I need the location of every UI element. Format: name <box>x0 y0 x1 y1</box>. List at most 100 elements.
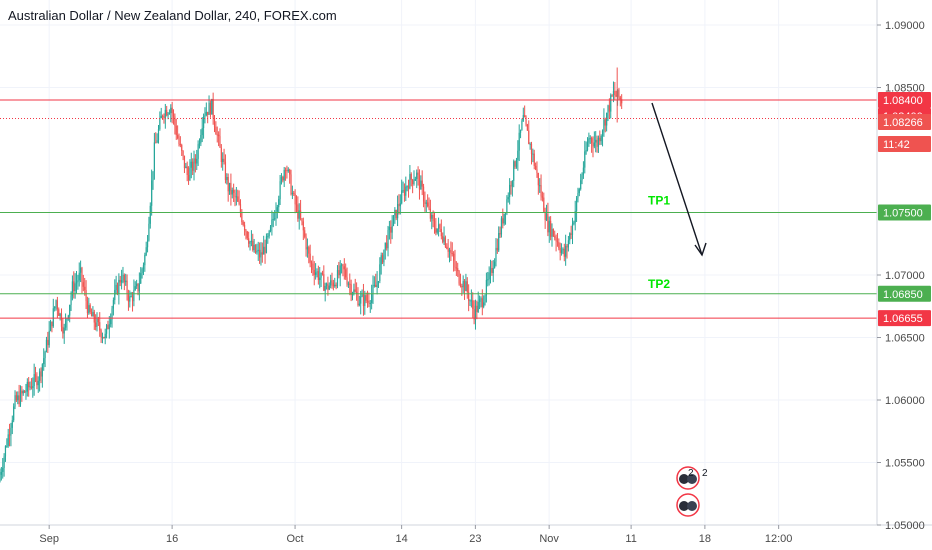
candle-body <box>468 292 470 301</box>
candle-body <box>604 119 606 126</box>
candle-body <box>424 201 426 204</box>
candle-body <box>510 184 512 187</box>
candle-body <box>142 265 145 270</box>
candle-body <box>51 321 53 327</box>
candle-body <box>52 308 54 327</box>
time-axis[interactable]: Sep 16 Oct 14 23 Nov 11 18 12:00 <box>39 525 792 545</box>
candle-body <box>451 253 453 255</box>
candle-body <box>592 142 594 147</box>
candle-body <box>295 204 298 206</box>
candle-body <box>597 137 600 147</box>
candle-body <box>305 236 307 250</box>
candle-body <box>138 283 140 292</box>
candle-body <box>498 233 500 251</box>
candle-body <box>571 224 574 235</box>
candle-body <box>271 219 273 227</box>
y-tick-label: 1.09000 <box>885 20 925 32</box>
candle-body <box>205 111 207 116</box>
candle-body <box>149 205 151 224</box>
candle-body <box>462 281 464 288</box>
candle-body <box>320 272 322 278</box>
candle-body <box>560 250 563 253</box>
candle-body <box>119 279 121 283</box>
price-tags: 1.084001.084001.0826611:421.075001.06850… <box>878 92 931 327</box>
candle-body <box>417 172 419 175</box>
candle-body <box>455 267 457 269</box>
candle-body <box>518 132 520 151</box>
candle-body <box>357 294 359 306</box>
candle-body <box>446 246 448 249</box>
arrow-shaft[interactable] <box>651 102 703 256</box>
x-tick-label: Nov <box>539 533 559 545</box>
candle-body <box>227 177 229 192</box>
candle-body <box>607 105 609 113</box>
price-axis[interactable]: 1.09000 1.08500 1.07000 1.06500 1.06000 1.055… <box>877 20 925 532</box>
candle-body <box>189 167 191 181</box>
candle-body <box>567 240 569 248</box>
candle-body <box>59 313 61 316</box>
candle-body <box>618 89 620 98</box>
candle-body <box>256 251 258 253</box>
candle-body <box>540 185 542 197</box>
candle-body <box>0 474 1 482</box>
candle-body <box>324 285 326 291</box>
candle-body <box>309 253 311 263</box>
candle-body <box>95 322 97 327</box>
candle-body <box>593 142 595 147</box>
candle-body <box>268 230 270 237</box>
candle-body <box>507 197 509 200</box>
candle-body <box>231 189 233 195</box>
candle-body <box>323 274 325 291</box>
candle-body <box>134 286 136 290</box>
candle-body <box>312 263 314 270</box>
candle-body <box>45 339 48 353</box>
candle-body <box>306 247 309 250</box>
candle-body <box>43 358 45 365</box>
candle-body <box>200 135 202 144</box>
y-tick-label: 1.05000 <box>885 520 925 532</box>
candle-body <box>610 95 612 112</box>
candle-body <box>14 395 16 407</box>
candle-body <box>90 311 93 317</box>
x-tick-label: 23 <box>469 533 481 545</box>
candle-body <box>387 230 389 249</box>
price-tag-label: 1.06850 <box>883 289 923 301</box>
candle-body <box>34 374 37 376</box>
y-tick-label: 1.08500 <box>885 83 925 95</box>
candle-body <box>340 264 343 266</box>
candle-body <box>112 300 115 309</box>
candle-body <box>148 223 150 241</box>
candle-body <box>421 180 423 187</box>
candle-body <box>234 192 236 198</box>
candle-body <box>181 144 183 151</box>
candle-body <box>114 289 116 301</box>
candle-body <box>265 236 268 253</box>
candle-body <box>8 434 11 436</box>
candle-body <box>26 381 28 392</box>
arrow-head[interactable] <box>694 242 707 257</box>
candle-body <box>198 143 201 145</box>
projection-arrow[interactable] <box>651 102 707 257</box>
candle-body <box>10 427 12 436</box>
candle-body <box>33 374 35 387</box>
candle-body <box>202 116 205 129</box>
horizontal-levels[interactable] <box>0 99 877 319</box>
candle-body <box>252 240 254 251</box>
candle-body <box>477 301 479 312</box>
candle-body <box>480 298 482 300</box>
candle-body <box>550 220 552 237</box>
candle-body <box>242 222 244 225</box>
candle-body <box>239 204 242 214</box>
candle-body <box>346 277 348 285</box>
candle-body <box>332 282 334 287</box>
candle-body <box>611 95 613 97</box>
candle-body <box>15 395 17 401</box>
candle-body <box>297 204 299 219</box>
candle-body <box>168 113 171 115</box>
candle-body <box>37 380 39 386</box>
candle-body <box>238 201 240 205</box>
candle-body <box>358 303 360 306</box>
candle-body <box>118 279 120 294</box>
